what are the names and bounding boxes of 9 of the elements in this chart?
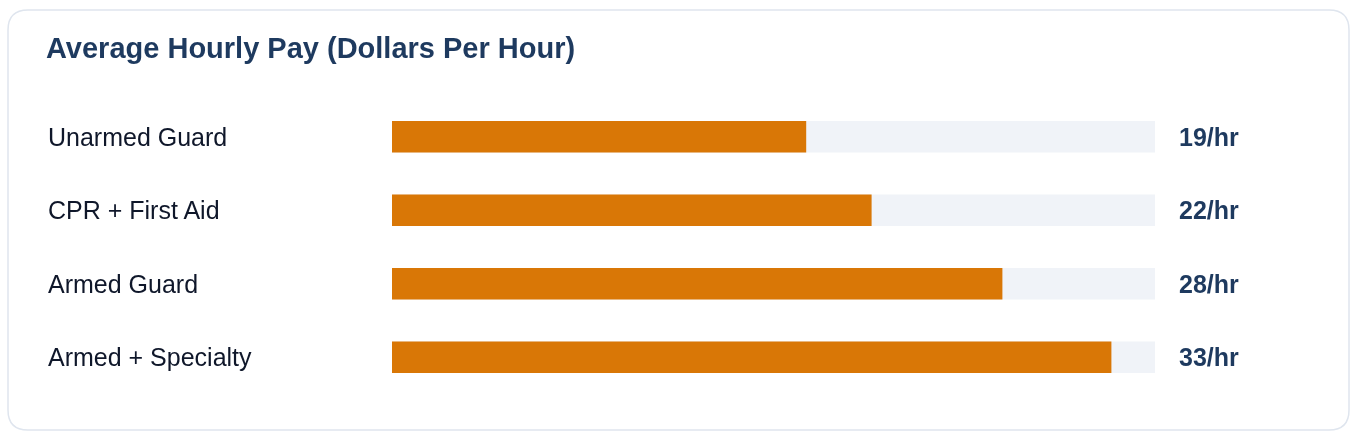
chart-title: Average Hourly Pay (Dollars Per Hour): [46, 32, 576, 65]
data-label: 19/hr: [1179, 123, 1240, 151]
data-label: 22/hr: [1179, 196, 1240, 224]
y-tick-label: Armed + Specialty: [48, 343, 253, 371]
y-tick-label: Unarmed Guard: [48, 123, 228, 151]
y-tick-label: Armed Guard: [48, 270, 199, 298]
data-label: 33/hr: [1179, 343, 1240, 371]
y-tick-label: CPR + First Aid: [48, 196, 220, 224]
data-label: 28/hr: [1179, 270, 1240, 298]
